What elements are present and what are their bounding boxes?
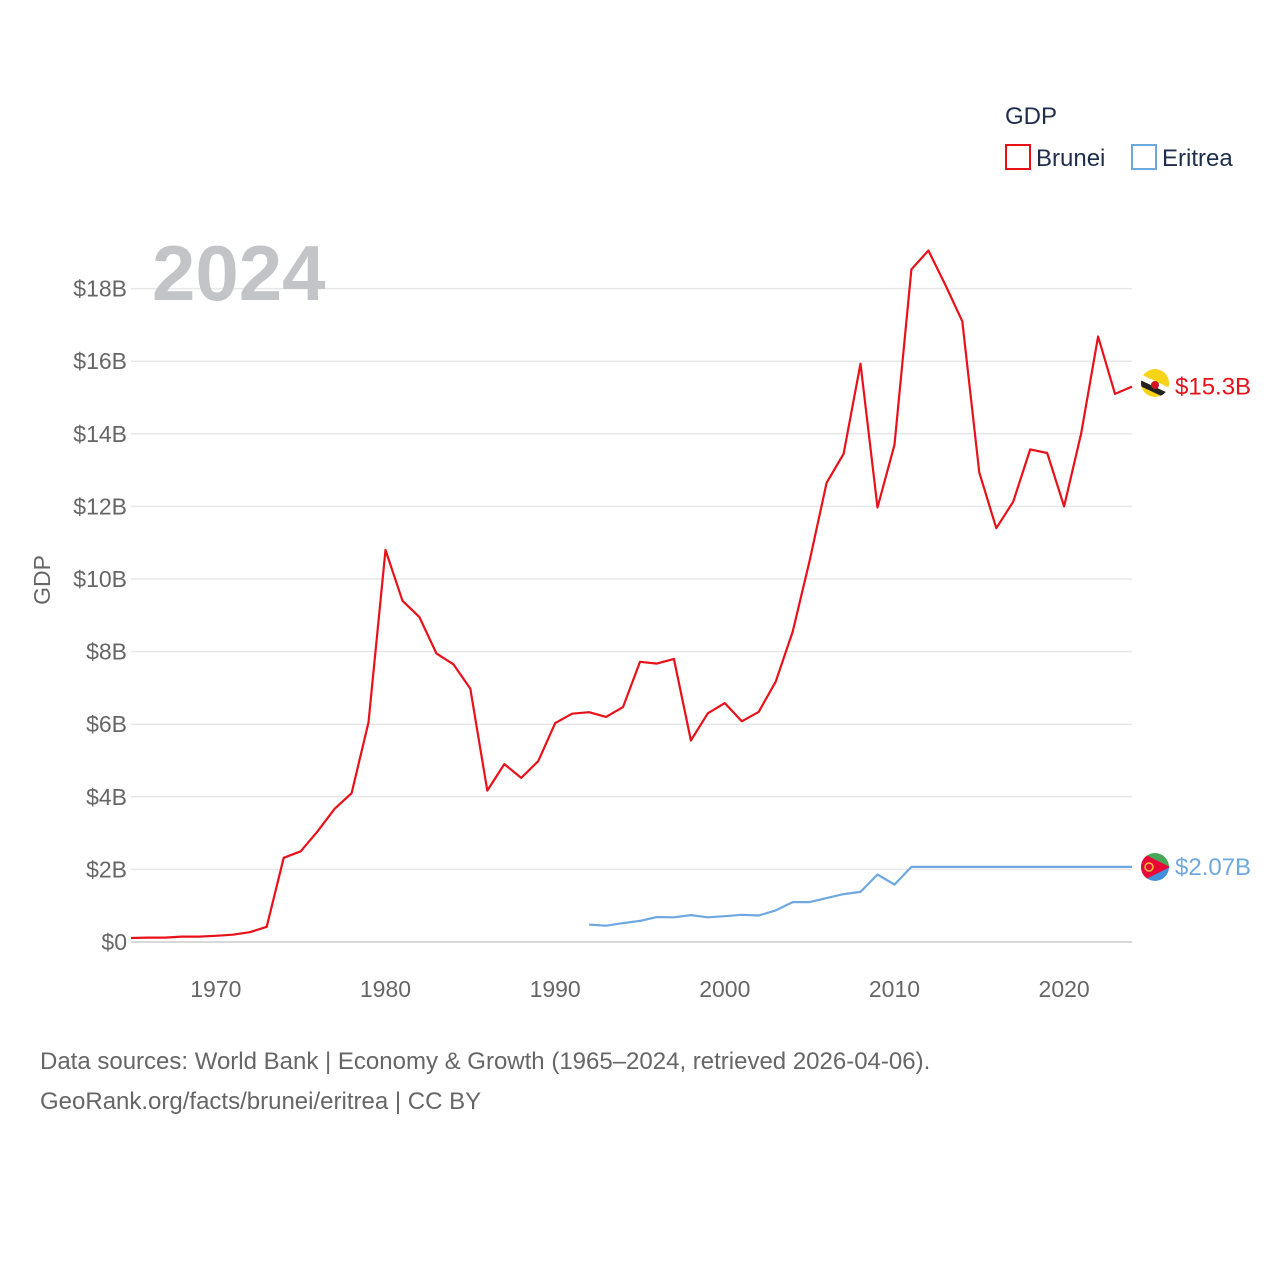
y-axis-title: GDP — [29, 555, 55, 605]
x-tick-label: 2020 — [1039, 976, 1090, 1002]
y-tick-label: $14B — [73, 421, 127, 447]
year-label: 2024 — [152, 229, 326, 317]
y-tick-label: $16B — [73, 348, 127, 374]
source-line-1: Data sources: World Bank | Economy & Gro… — [40, 1048, 931, 1075]
y-axis: $0 $2B $4B $6B $8B $10B $12B $14B $16B $18B — [73, 276, 127, 955]
x-tick-label: 2000 — [699, 976, 750, 1002]
y-tick-label: $12B — [73, 493, 127, 519]
legend-label-brunei: Brunei — [1036, 145, 1105, 172]
series: $15.3B $2.07B — [130, 249, 1251, 940]
x-tick-label: 2010 — [869, 976, 920, 1002]
legend-title: GDP — [1005, 103, 1057, 130]
legend-swatch-eritrea — [1131, 144, 1157, 170]
y-tick-label: $8B — [86, 639, 127, 665]
legend-item-eritrea[interactable]: Eritrea — [1131, 144, 1233, 172]
end-label-brunei: $15.3B — [1175, 374, 1251, 401]
y-tick-label: $18B — [73, 276, 127, 302]
gridlines — [131, 287, 1132, 943]
x-tick-label: 1980 — [360, 976, 411, 1002]
x-tick-label: 1970 — [190, 976, 241, 1002]
y-tick-label: $4B — [86, 784, 127, 810]
y-tick-label: $0 — [101, 929, 127, 955]
brunei-flag-icon — [1141, 369, 1169, 397]
series-line-brunei[interactable] — [130, 249, 1133, 940]
legend-label-eritrea: Eritrea — [1162, 145, 1233, 172]
y-tick-label: $10B — [73, 566, 127, 592]
legend-swatch-brunei — [1005, 144, 1031, 170]
legend: GDP Brunei Eritrea — [1005, 103, 1233, 172]
source-line-2: GeoRank.org/facts/brunei/eritrea | CC BY — [40, 1088, 482, 1115]
source-footer: Data sources: World Bank | Economy & Gro… — [40, 1042, 1240, 1122]
eritrea-flag-icon — [1141, 853, 1169, 881]
end-label-eritrea: $2.07B — [1175, 854, 1251, 881]
y-tick-label: $2B — [86, 856, 127, 882]
legend-item-brunei[interactable]: Brunei — [1005, 144, 1105, 172]
y-tick-label: $6B — [86, 711, 127, 737]
series-line-eritrea[interactable] — [589, 865, 1132, 927]
x-tick-label: 1990 — [530, 976, 581, 1002]
x-axis: 1970 1980 1990 2000 2010 2020 — [190, 976, 1089, 1002]
